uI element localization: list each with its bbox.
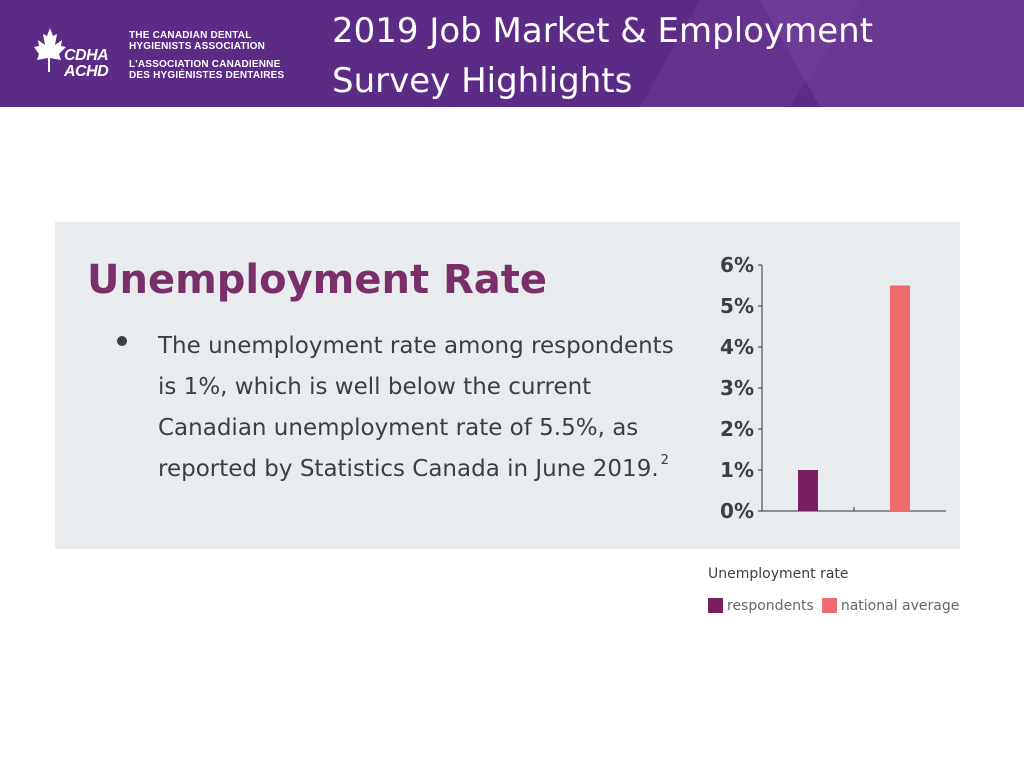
y-tick-label: 2%: [720, 417, 754, 441]
slide-title: 2019 Job Market & Employment Survey High…: [332, 6, 873, 106]
logo-name-fr-line2: DES HYGIÉNISTES DENTAIRES: [129, 70, 285, 81]
y-tick-label: 0%: [720, 499, 754, 523]
y-tick-label: 1%: [720, 458, 754, 482]
footnote-marker: 2: [660, 453, 669, 468]
maple-leaf-icon: [34, 28, 66, 72]
slide-title-line2: Survey Highlights: [332, 61, 633, 101]
bullet-text: The unemployment rate among respondents …: [158, 326, 698, 490]
logo-abbr-fr: ACHD: [64, 63, 109, 80]
logo-name-en-line1: THE CANADIAN DENTAL: [129, 30, 252, 41]
chart-title: Unemployment rate: [708, 566, 849, 582]
bar-national-average: [890, 285, 910, 511]
legend-item: respondents: [708, 597, 814, 615]
logo-association-name: THE CANADIAN DENTAL HYGIENISTS ASSOCIATI…: [129, 30, 284, 81]
unemployment-bar-chart: 0% 1% 2% 3% 4% 5% 6%: [720, 253, 946, 523]
panel-heading: Unemployment Rate: [87, 257, 548, 303]
legend-label: national average: [840, 598, 960, 614]
y-tick-label: 4%: [720, 335, 754, 359]
legend-swatch: [708, 598, 723, 613]
y-tick-label: 5%: [720, 294, 754, 318]
logo-name-fr-line1: L'ASSOCIATION CANADIENNE: [129, 59, 281, 70]
logo-abbreviation: CDHA ACHD: [64, 47, 109, 80]
slide-header: CDHA ACHD THE CANADIAN DENTAL HYGIENISTS…: [0, 0, 1024, 107]
bar-respondents: [798, 470, 818, 511]
logo-name-en-line2: HYGIENISTS ASSOCIATION: [129, 41, 266, 52]
legend-swatch: [821, 598, 837, 613]
bullet-text-body: The unemployment rate among respondents …: [158, 333, 674, 482]
cdha-logo: CDHA ACHD THE CANADIAN DENTAL HYGIENISTS…: [34, 26, 334, 86]
chart-legend: respondents national average: [708, 597, 967, 615]
logo-abbr-en: CDHA: [64, 47, 109, 64]
header-decoration: [640, 0, 1024, 107]
y-tick-label: 6%: [720, 253, 754, 277]
bullet-icon: [117, 336, 127, 346]
legend-label: respondents: [727, 598, 814, 614]
y-tick-label: 3%: [720, 376, 754, 400]
legend-item: national average: [821, 597, 960, 615]
slide-title-line1: 2019 Job Market & Employment: [332, 11, 874, 51]
